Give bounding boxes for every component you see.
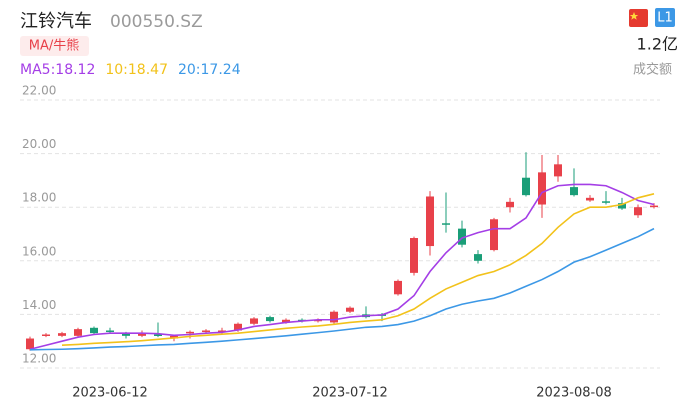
candle-body bbox=[618, 203, 626, 209]
candle-body bbox=[138, 333, 146, 336]
candle-body bbox=[170, 335, 178, 339]
y-tick-label: 14.00 bbox=[22, 298, 56, 312]
stock-code: 000550.SZ bbox=[110, 12, 203, 32]
candle-body bbox=[186, 331, 194, 334]
candle-body bbox=[282, 319, 290, 323]
candle-body bbox=[90, 327, 98, 334]
candle-body bbox=[538, 172, 546, 205]
volume-value: 1.2亿 bbox=[637, 35, 678, 54]
y-tick-label: 16.00 bbox=[22, 244, 56, 258]
candle-body bbox=[506, 201, 514, 208]
ma-line bbox=[29, 227, 655, 351]
x-tick-label: 2023-08-08 bbox=[536, 386, 612, 401]
candle-body bbox=[442, 223, 450, 225]
flag-icon[interactable] bbox=[629, 9, 648, 27]
candle-body bbox=[426, 196, 434, 247]
candle-body bbox=[74, 329, 82, 336]
candle-body bbox=[234, 323, 242, 331]
candle-body bbox=[570, 187, 578, 196]
candle-body bbox=[394, 280, 402, 295]
candle-body bbox=[58, 333, 66, 336]
candle-body bbox=[250, 318, 258, 324]
candle-body bbox=[554, 164, 562, 177]
candle-body bbox=[330, 311, 338, 323]
candle-body bbox=[346, 307, 354, 312]
candle-body bbox=[522, 177, 530, 196]
x-tick-label: 2023-07-12 bbox=[312, 386, 388, 401]
candle-body bbox=[122, 333, 130, 336]
candle-body bbox=[602, 201, 610, 203]
legend-entry: MA5:18.12 bbox=[20, 62, 95, 78]
candle-body bbox=[490, 219, 498, 251]
x-tick-label: 2023-06-12 bbox=[72, 386, 148, 401]
candle-body bbox=[474, 254, 482, 261]
y-tick-label: 22.00 bbox=[22, 84, 56, 98]
legend-entry: 10:18.47 bbox=[105, 62, 168, 78]
level-badge[interactable] bbox=[655, 8, 675, 27]
indicator-button[interactable] bbox=[20, 36, 89, 56]
y-tick-label: 20.00 bbox=[22, 137, 56, 151]
y-tick-label: 12.00 bbox=[22, 352, 56, 366]
indicator-label[interactable]: MA/牛熊 bbox=[29, 38, 80, 54]
candle-body bbox=[634, 207, 642, 216]
candle-body bbox=[26, 338, 34, 350]
candle-body bbox=[202, 330, 210, 332]
level-badge-label[interactable]: L1 bbox=[657, 11, 673, 26]
candle-body bbox=[410, 238, 418, 273]
candle-body bbox=[266, 317, 274, 322]
stock-name: 江铃汽车 bbox=[20, 11, 92, 32]
candle-body bbox=[458, 228, 466, 245]
candle-body bbox=[586, 197, 594, 201]
ma-line bbox=[29, 183, 655, 351]
candle-body bbox=[218, 330, 226, 332]
candle-body bbox=[42, 334, 50, 336]
candle-body bbox=[154, 334, 162, 336]
candle-body bbox=[650, 205, 658, 208]
volume-label: 成交额 bbox=[633, 62, 672, 78]
y-tick-label: 18.00 bbox=[22, 191, 56, 205]
ma-line bbox=[61, 193, 655, 347]
candle-body bbox=[106, 330, 114, 332]
legend-entry: 20:17.24 bbox=[178, 62, 241, 78]
